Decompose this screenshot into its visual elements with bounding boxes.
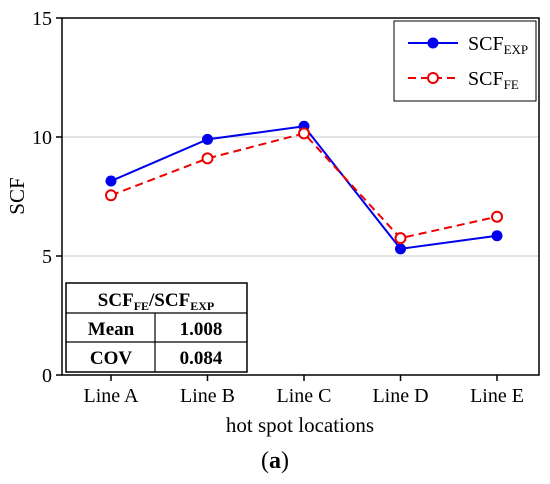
legend-marker-exp <box>427 37 439 49</box>
table-row-label-cov: COV <box>90 348 133 369</box>
point-fe-3 <box>394 232 407 245</box>
table-header: SCFFE/SCFEXP <box>98 290 214 313</box>
x-axis-ticks: Line A Line B Line C Line D Line E <box>84 375 524 407</box>
series-line-fe <box>110 132 498 240</box>
grid-lines <box>62 136 539 257</box>
x-tick-label-4: Line E <box>470 385 524 407</box>
figure-caption: (a) <box>261 448 289 474</box>
y-axis-label: SCF <box>5 177 29 214</box>
y-tick-label-3: 15 <box>32 8 52 30</box>
ratio-table: SCFFE/SCFEXP Mean 1.008 COV 0.084 <box>65 282 248 373</box>
table-row-value-cov: 0.084 <box>180 348 223 369</box>
x-tick-label-2: Line C <box>277 385 332 407</box>
plot-frame <box>61 17 540 376</box>
point-exp-1 <box>202 133 213 145</box>
point-exp-4 <box>491 230 503 242</box>
scf-line-chart: 0 5 10 15 Line A Line B Line C Line D Line E SC… <box>5 8 540 437</box>
legend-label-exp: SCFEXP <box>468 33 528 57</box>
table-frame <box>65 282 248 373</box>
y-tick-label-0: 0 <box>42 365 52 387</box>
x-tick-label-0: Line A <box>84 385 140 407</box>
point-fe-4 <box>491 210 503 223</box>
y-axis-ticks: 0 5 10 15 <box>32 8 62 387</box>
table-row-value-mean: 1.008 <box>180 319 223 340</box>
series-layer <box>105 120 503 255</box>
legend-label-fe: SCFFE <box>468 68 519 92</box>
x-tick-label-1: Line B <box>180 385 235 407</box>
point-exp-0 <box>105 175 117 187</box>
x-axis-label: hot spot locations <box>226 413 374 437</box>
point-exp-3 <box>395 243 406 255</box>
legend-box <box>393 20 537 102</box>
legend-marker-fe <box>427 72 439 84</box>
y-tick-label-1: 5 <box>42 246 52 268</box>
point-fe-2 <box>298 127 310 140</box>
point-fe-0 <box>105 189 117 202</box>
point-fe-1 <box>201 152 214 165</box>
legend: SCFEXP SCFFE <box>393 20 537 102</box>
x-tick-label-3: Line D <box>372 385 428 407</box>
y-tick-label-2: 10 <box>32 127 52 149</box>
table-row-label-mean: Mean <box>88 319 135 340</box>
